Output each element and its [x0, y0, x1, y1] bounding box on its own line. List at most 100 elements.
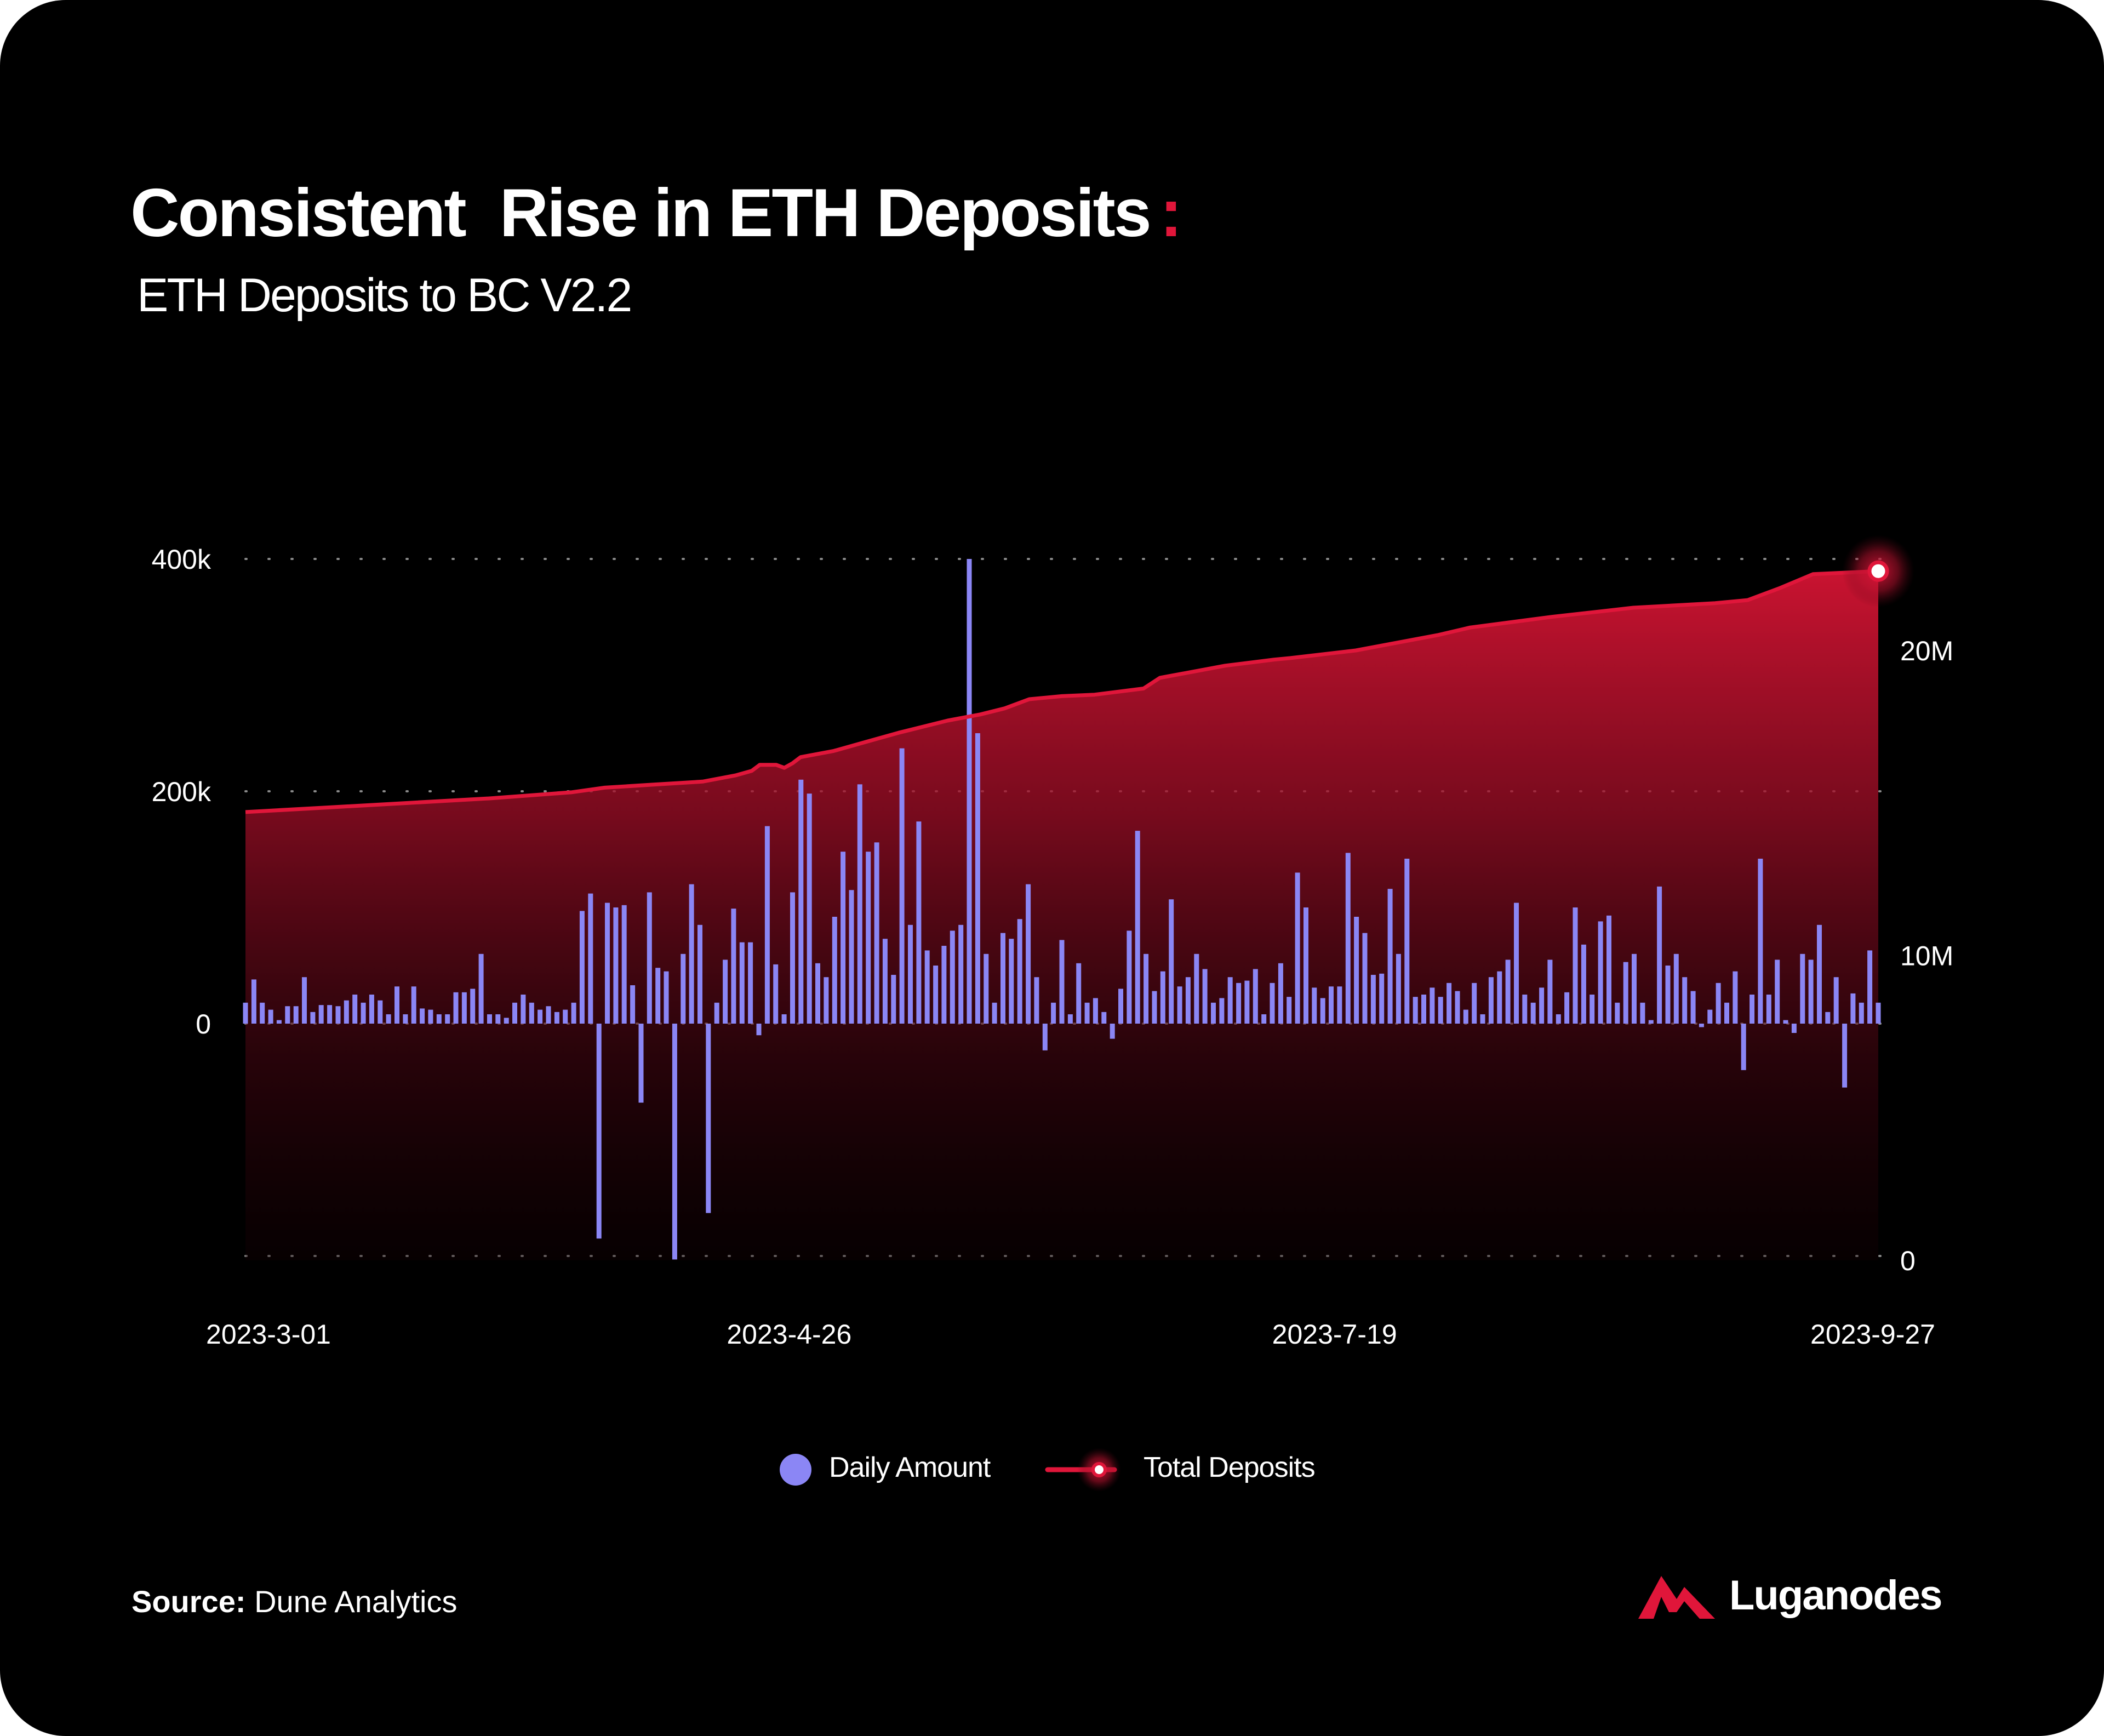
daily-amount-bar	[958, 924, 964, 1024]
daily-amount-bar	[1522, 995, 1528, 1024]
daily-amount-bar	[723, 960, 728, 1024]
legend-total-deposits-label: Total Deposits	[1144, 1452, 1316, 1483]
daily-amount-bar	[941, 946, 947, 1024]
daily-amount-bar	[1034, 977, 1039, 1024]
daily-amount-bar	[1194, 953, 1199, 1024]
legend-daily-amount-label: Daily Amount	[829, 1452, 991, 1483]
source-label: Source:	[132, 1584, 246, 1619]
daily-amount-bars	[243, 559, 1881, 1260]
daily-amount-bar	[824, 977, 829, 1024]
daily-amount-bar	[1219, 998, 1225, 1024]
daily-amount-bar	[1808, 960, 1814, 1024]
daily-amount-bar	[764, 826, 770, 1024]
daily-amount-bar	[1573, 907, 1578, 1024]
brand-logo: Luganodes	[1638, 1572, 1942, 1619]
daily-amount-bar	[849, 890, 854, 1024]
daily-amount-bar	[1202, 969, 1208, 1024]
daily-amount-bar	[1472, 983, 1477, 1024]
daily-amount-bar	[1329, 986, 1334, 1024]
daily-amount-bar	[529, 1002, 534, 1024]
daily-amount-bar	[1800, 953, 1805, 1024]
daily-amount-bar	[630, 985, 636, 1024]
daily-amount-bar	[1539, 987, 1545, 1024]
daily-amount-bar	[318, 1005, 324, 1024]
daily-amount-bar	[1758, 859, 1763, 1024]
luganodes-mountain-icon	[1638, 1575, 1715, 1619]
x-axis-tick-label: 2023-7-19	[1272, 1319, 1397, 1350]
daily-amount-bar	[975, 733, 980, 1024]
daily-amount-bar	[1211, 1002, 1216, 1024]
total-deposits-line	[245, 569, 1879, 814]
daily-amount-bar	[1783, 1020, 1788, 1024]
right-axis-tick-label: 10M	[1900, 940, 1953, 971]
daily-amount-bar	[1076, 963, 1082, 1024]
daily-amount-bar	[1387, 889, 1393, 1024]
daily-amount-bar	[672, 1024, 677, 1260]
daily-amount-bar	[1657, 886, 1662, 1024]
x-axis-tick-label: 2023-9-27	[1810, 1319, 1935, 1350]
daily-amount-bar	[1530, 1002, 1536, 1024]
daily-amount-bar	[1673, 953, 1679, 1024]
daily-amount-bar	[563, 1009, 568, 1024]
daily-amount-bar	[1842, 1024, 1848, 1088]
daily-amount-bar	[1665, 966, 1671, 1024]
daily-amount-bar	[798, 779, 804, 1024]
daily-amount-bar	[1615, 1002, 1620, 1024]
daily-amount-bar	[899, 748, 905, 1024]
daily-amount-bar	[268, 1009, 273, 1024]
daily-amount-bar	[697, 924, 702, 1024]
daily-amount-bar	[596, 1024, 602, 1239]
daily-amount-bar	[1556, 1014, 1561, 1024]
daily-amount-bar	[664, 971, 669, 1024]
daily-amount-bar	[1564, 992, 1570, 1024]
left-axis-tick-label: 200k	[152, 776, 211, 807]
x-axis-tick-label: 2023-4-26	[727, 1319, 851, 1350]
daily-amount-bar	[1244, 980, 1250, 1024]
daily-amount-bar	[386, 1014, 391, 1024]
daily-amount-bar	[251, 979, 256, 1024]
daily-amount-bar	[1514, 903, 1519, 1024]
daily-amount-bar	[605, 903, 610, 1024]
chart-title: Consistent Rise in ETH Deposits:	[130, 174, 1182, 252]
daily-amount-bar	[874, 842, 879, 1024]
daily-amount-bar	[1505, 960, 1511, 1024]
daily-amount-bar	[647, 892, 652, 1024]
daily-amount-bar	[521, 995, 526, 1024]
daily-amount-bar	[1791, 1024, 1797, 1033]
daily-amount-bar	[1127, 930, 1132, 1024]
daily-amount-bar	[1337, 986, 1342, 1024]
daily-amount-bar	[984, 953, 989, 1024]
daily-amount-bar	[1227, 977, 1233, 1024]
right-axis-tick-label: 0	[1900, 1246, 1916, 1276]
daily-amount-bar	[260, 1002, 265, 1024]
daily-amount-bar	[1059, 940, 1065, 1024]
daily-amount-bar	[1833, 977, 1839, 1024]
daily-amount-bar	[1497, 971, 1502, 1024]
daily-amount-bar	[1093, 998, 1098, 1024]
title-colon: :	[1159, 175, 1182, 251]
daily-amount-bar	[579, 911, 585, 1024]
daily-amount-bar	[546, 1006, 551, 1024]
daily-amount-bar	[411, 986, 416, 1024]
daily-amount-bar	[512, 1002, 517, 1024]
daily-amount-bar	[1320, 998, 1325, 1024]
daily-amount-bar	[1766, 995, 1771, 1024]
legend-daily-amount-swatch	[780, 1454, 811, 1486]
daily-amount-bar	[327, 1005, 333, 1024]
daily-amount-bar	[276, 1020, 282, 1024]
daily-amount-bar	[1404, 859, 1410, 1024]
daily-amount-bar	[857, 784, 862, 1024]
daily-amount-bar	[1480, 1014, 1485, 1024]
daily-amount-bar	[1026, 884, 1031, 1024]
daily-amount-bar	[1345, 853, 1351, 1024]
daily-amount-bar	[1817, 924, 1822, 1024]
daily-amount-bar	[1110, 1024, 1115, 1039]
daily-amount-bar	[1421, 995, 1426, 1024]
left-axis-tick-label: 0	[196, 1009, 211, 1040]
daily-amount-bar	[1051, 1002, 1056, 1024]
daily-amount-bar	[933, 966, 939, 1024]
daily-amount-bar	[436, 1014, 442, 1024]
daily-amount-bar	[924, 950, 930, 1024]
daily-amount-bar	[967, 559, 972, 1024]
daily-amount-bar	[1312, 987, 1317, 1024]
